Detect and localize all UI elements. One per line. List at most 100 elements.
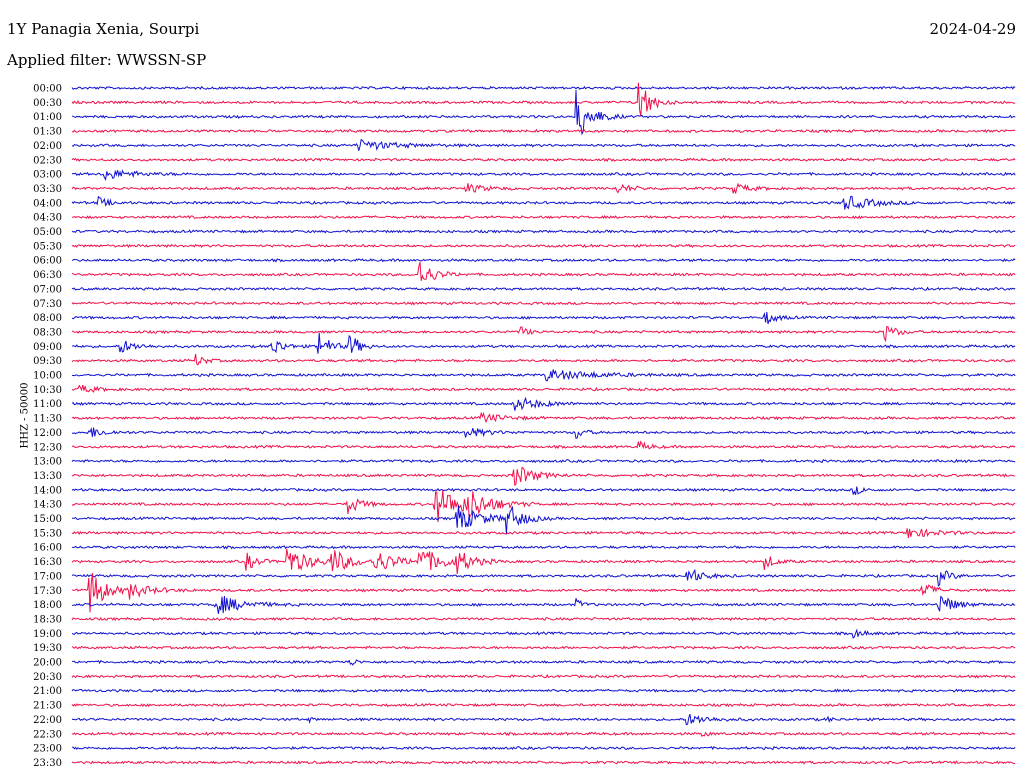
trace-line-2330 [71,760,1016,765]
time-tick-label: 09:30 [33,356,62,367]
trace-line-2200 [71,714,1016,726]
time-tick-label: 20:00 [33,658,62,669]
time-tick-label: 01:30 [33,127,62,138]
time-tick-label: 01:00 [33,112,62,123]
time-tick-label: 18:30 [33,614,62,625]
trace-line-2030 [71,673,1016,679]
trace-line-1030 [71,384,1016,393]
trace-line-0800 [71,311,1016,325]
station-title: 1Y Panagia Xenia, Sourpi [7,20,200,38]
trace-line-0000 [71,85,1016,91]
time-tick-label: 17:30 [33,586,62,597]
trace-line-1730 [71,572,1016,613]
trace-line-0330 [71,182,1016,194]
trace-line-1900 [71,628,1016,639]
trace-line-1930 [71,645,1016,650]
time-tick-label: 13:00 [33,457,62,468]
trace-line-1430 [71,489,1016,523]
trace-line-1230 [71,440,1016,450]
time-tick-label: 00:00 [33,84,62,95]
time-tick-label: 05:30 [33,241,62,252]
trace-line-0500 [71,229,1016,234]
time-tick-label: 23:00 [33,744,62,755]
trace-line-1130 [71,411,1016,424]
trace-line-0100 [71,90,1016,136]
trace-line-0830 [71,325,1016,343]
trace-line-2300 [72,745,1016,751]
trace-line-0030 [71,82,1016,117]
trace-line-2000 [71,659,1016,666]
time-tick-label: 03:00 [33,170,62,181]
time-tick-label: 16:30 [33,557,62,568]
trace-line-1100 [71,396,1016,411]
trace-line-0130 [71,128,1016,134]
time-tick-label: 21:30 [33,701,62,712]
trace-line-0530 [71,243,1016,249]
trace-line-1700 [71,568,1016,587]
trace-line-1500 [72,505,1016,535]
time-tick-label: 06:30 [33,270,62,281]
time-tick-label: 04:30 [33,213,62,224]
time-tick-label: 20:30 [33,672,62,683]
trace-line-0900 [71,332,1016,354]
time-tick-label: 13:30 [33,471,62,482]
time-tick-label: 19:30 [33,643,62,654]
trace-line-0430 [71,214,1016,220]
time-tick-label: 08:30 [33,327,62,338]
time-tick-label: 15:00 [33,514,62,525]
time-tick-label: 02:00 [33,141,62,152]
trace-line-1300 [71,458,1016,464]
time-tick-label: 17:00 [33,571,62,582]
time-tick-label: 18:00 [33,600,62,611]
trace-line-1830 [71,616,1016,622]
time-tick-label: 12:00 [33,428,62,439]
time-tick-label: 15:30 [33,528,62,539]
time-tick-label: 07:00 [33,284,62,295]
trace-line-2130 [71,702,1016,708]
trace-line-1530 [71,528,1016,539]
time-tick-label: 14:00 [33,485,62,496]
time-tick-label: 19:00 [33,629,62,640]
time-tick-label: 03:30 [33,184,62,195]
time-tick-label: 11:30 [33,414,62,425]
trace-line-0630 [71,261,1016,281]
trace-line-0300 [71,169,1016,181]
trace-line-0400 [71,195,1016,210]
time-tick-label: 21:00 [33,686,62,697]
time-tick-label: 10:30 [33,385,62,396]
trace-line-0230 [71,157,1016,163]
date-label: 2024-04-29 [929,20,1016,38]
trace-line-1600 [71,544,1016,550]
time-tick-label: 14:30 [33,500,62,511]
time-tick-label: 23:30 [33,758,62,769]
trace-line-1800 [71,595,1016,614]
trace-line-0930 [71,353,1016,366]
trace-line-0600 [71,257,1016,263]
time-tick-label: 08:00 [33,313,62,324]
trace-line-1630 [71,548,1016,574]
trace-line-2230 [71,731,1016,737]
filter-label: Applied filter: WWSSN-SP [7,51,207,69]
time-tick-label: 11:00 [33,399,62,410]
trace-line-1330 [71,466,1016,486]
time-tick-label: 04:00 [33,198,62,209]
time-tick-label: 12:30 [33,442,62,453]
trace-line-2100 [71,688,1016,693]
time-tick-label: 00:30 [33,98,62,109]
trace-line-1000 [71,369,1016,382]
time-tick-label: 09:00 [33,342,62,353]
trace-line-0730 [71,301,1016,306]
time-tick-label: 22:30 [33,729,62,740]
time-tick-label: 06:00 [33,256,62,267]
trace-line-0200 [71,138,1016,151]
time-tick-label: 05:00 [33,227,62,238]
time-tick-label: 22:00 [33,715,62,726]
trace-line-0700 [71,286,1016,292]
time-tick-label: 16:00 [33,543,62,554]
trace-line-1400 [71,486,1016,496]
trace-line-1200 [71,427,1016,439]
time-tick-label: 10:00 [33,371,62,382]
time-tick-label: 07:30 [33,299,62,310]
time-tick-label: 02:30 [33,155,62,166]
